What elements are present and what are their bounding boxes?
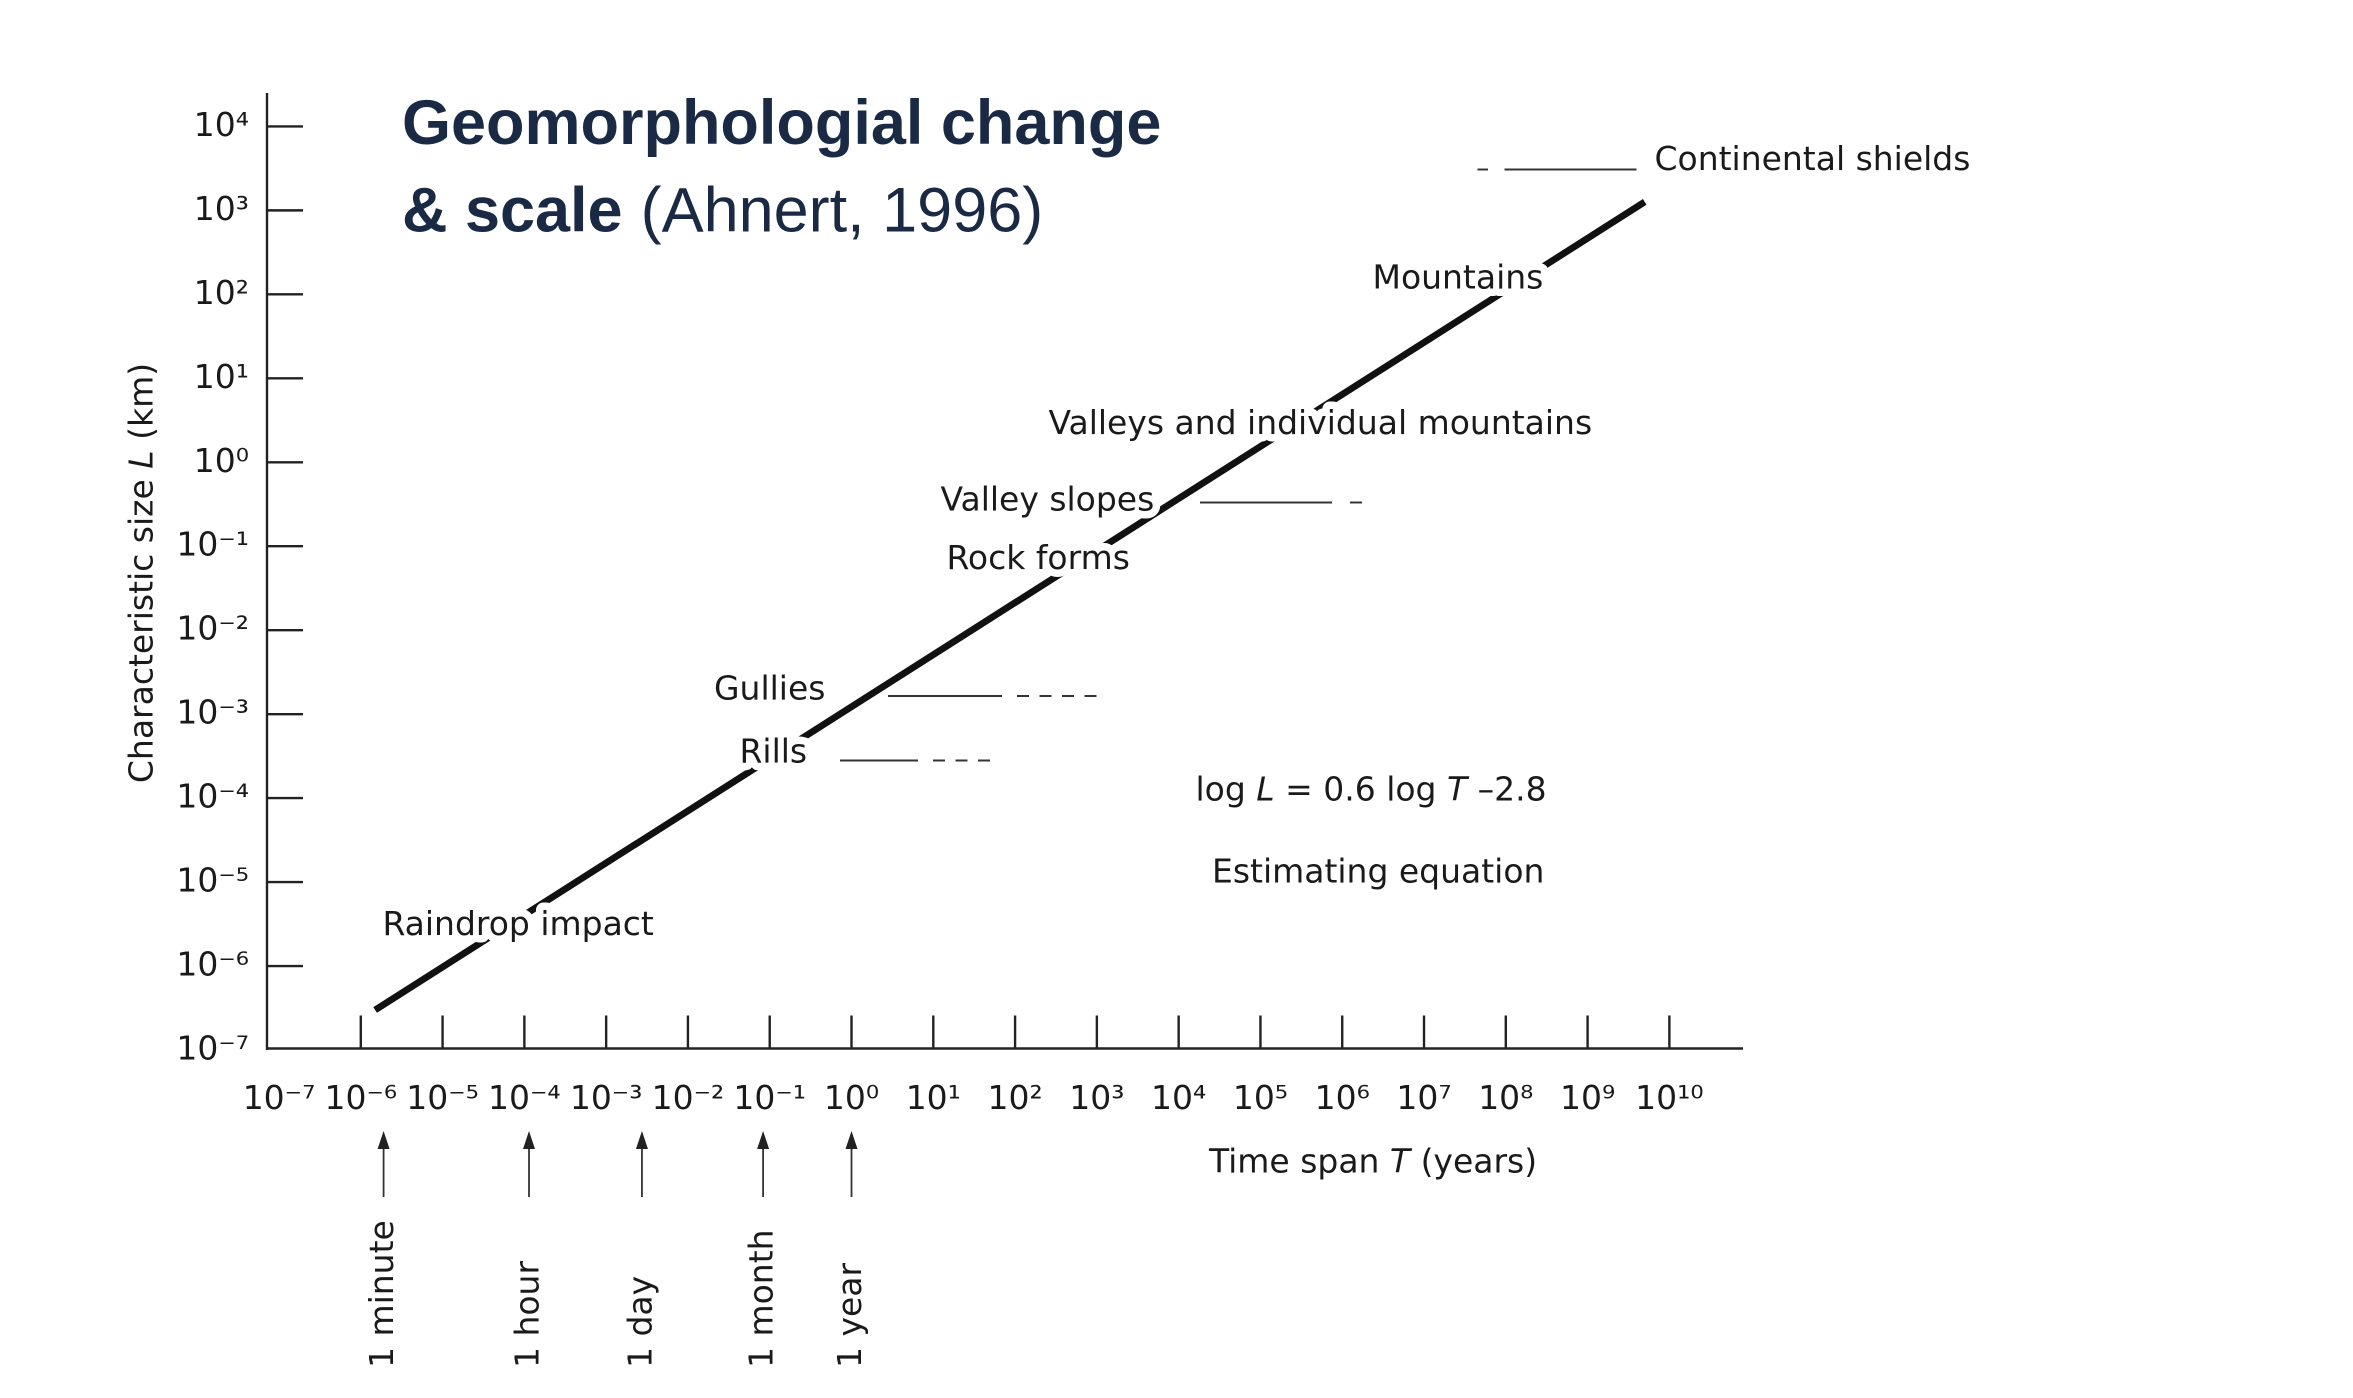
time-marker-arrowhead — [757, 1130, 770, 1149]
y-axis-label: Characteristic size L (km) — [121, 363, 160, 783]
x-tick-label: 10⁴ — [1151, 1078, 1206, 1117]
time-marker-label: 1 month — [742, 1229, 781, 1368]
time-marker-label: 1 year — [830, 1263, 869, 1368]
x-tick-label: 10⁷ — [1396, 1078, 1451, 1117]
equation-part: log — [1195, 769, 1256, 808]
equation-part: T — [1447, 769, 1470, 808]
x-tick-label: 10⁻² — [652, 1078, 725, 1117]
scale-label: Gullies — [714, 669, 825, 708]
y-tick-label: 10² — [194, 273, 249, 312]
title-bold: & scale — [402, 175, 623, 245]
y-tick-label: 10⁻⁵ — [176, 861, 249, 900]
x-tick-label: 10² — [987, 1078, 1042, 1117]
y-tick-label: 10¹ — [194, 357, 249, 396]
x-tick-label: 10⁸ — [1478, 1078, 1533, 1117]
y-tick-label: 10⁰ — [194, 441, 249, 480]
x-tick-label: 10⁻⁶ — [324, 1078, 397, 1117]
reference-lines — [839, 168, 1637, 762]
x-tick-label: 10⁶ — [1315, 1078, 1370, 1117]
x-tick-label: 10⁵ — [1233, 1078, 1288, 1117]
equation-part: L — [1256, 769, 1274, 808]
time-marker-arrowhead — [845, 1130, 858, 1149]
x-tick-label: 10⁻⁵ — [406, 1078, 479, 1117]
scale-label: Mountains — [1372, 258, 1543, 297]
time-marker-arrowhead — [635, 1130, 648, 1149]
title-line-2: & scale (Ahnert, 1996) — [402, 175, 1043, 245]
time-marker-label: 1 minute — [362, 1220, 401, 1368]
scale-label: Raindrop impact — [382, 904, 653, 943]
trend-line — [373, 199, 1647, 1013]
y-label-part: (km) — [121, 363, 160, 450]
title-line-1: Geomorphologial change — [402, 88, 1161, 158]
y-tick-label: 10⁻⁴ — [176, 777, 249, 816]
x-tick-label: 10⁻⁷ — [243, 1078, 316, 1117]
time-marker-label: 1 hour — [508, 1261, 547, 1368]
x-tick-label: 10⁻¹ — [733, 1078, 806, 1117]
equation: log L = 0.6 log T –2.8 — [1195, 769, 1546, 808]
x-label-part: T — [1390, 1141, 1413, 1180]
x-tick-label: 10¹⁰ — [1635, 1078, 1703, 1117]
y-tick-label: 10⁻⁶ — [176, 945, 249, 984]
title-citation: (Ahnert, 1996) — [641, 175, 1044, 245]
y-tick-label: 10⁴ — [194, 105, 249, 144]
x-tick-label: 10⁻³ — [570, 1078, 643, 1117]
scale-label: Valley slopes — [940, 480, 1154, 519]
time-marker-arrowhead — [377, 1130, 390, 1149]
y-tick-label: 10⁻⁷ — [176, 1028, 249, 1067]
y-label-part: Characteristic size — [121, 469, 160, 783]
x-axis-label: Time span T (years) — [1208, 1141, 1537, 1180]
y-tick-label: 10⁻³ — [176, 693, 249, 732]
scale-label: Rills — [739, 731, 807, 770]
time-marker-label: 1 day — [620, 1276, 659, 1368]
equation-note: Estimating equation — [1212, 851, 1544, 890]
scale-label: Valleys and individual mountains — [1048, 403, 1592, 442]
y-label-part: L — [121, 450, 160, 468]
y-tick-label: 10³ — [194, 189, 249, 228]
time-marker-arrowhead — [523, 1130, 536, 1149]
equation-part: = 0.6 log — [1275, 769, 1447, 808]
x-tick-label: 10¹ — [906, 1078, 961, 1117]
x-label-part: Time span — [1208, 1141, 1390, 1180]
equation-part: –2.8 — [1467, 769, 1546, 808]
x-tick-label: 10⁻⁴ — [488, 1078, 561, 1117]
y-tick-label: 10⁻¹ — [176, 525, 249, 564]
x-tick-label: 10³ — [1069, 1078, 1124, 1117]
x-label-part: (years) — [1410, 1141, 1537, 1180]
scale-label: Continental shields — [1654, 139, 1970, 178]
x-tick-label: 10⁰ — [824, 1078, 879, 1117]
y-tick-label: 10⁻² — [176, 609, 249, 648]
scale-label: Rock forms — [946, 538, 1129, 577]
x-tick-label: 10⁹ — [1560, 1078, 1615, 1117]
